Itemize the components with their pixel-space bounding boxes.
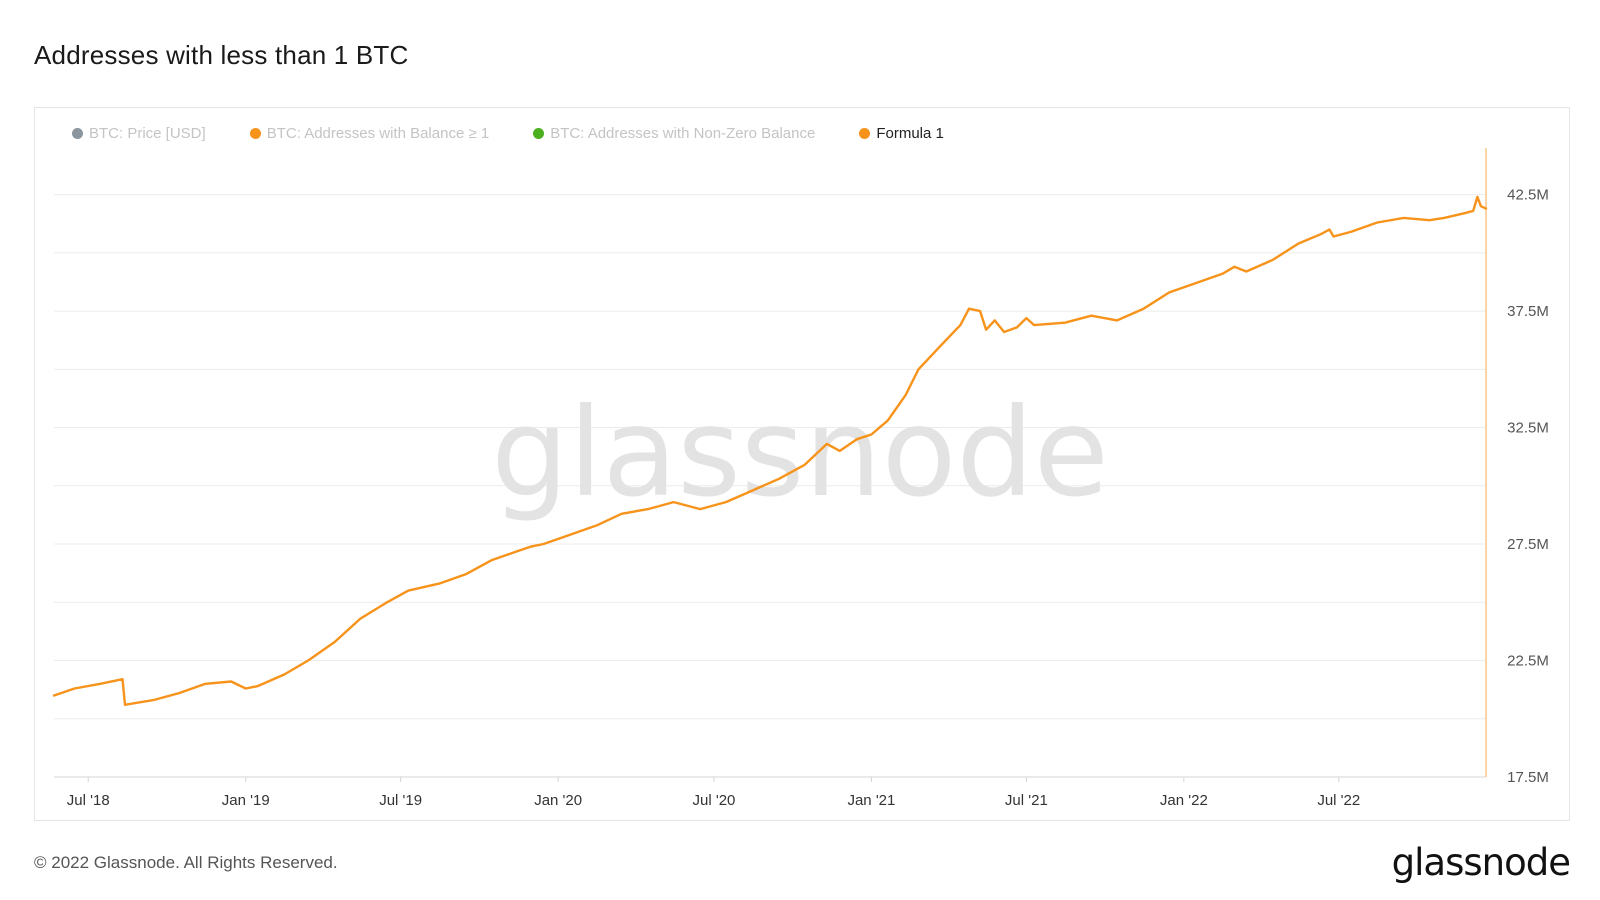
x-tick-label: Jan '19 [222, 792, 270, 809]
y-axis-ticks: 17.5M 22.5M 27.5M 32.5M 37.5M 42.5M [1507, 187, 1549, 786]
legend-item-formula-1[interactable]: Formula 1 [859, 125, 944, 142]
y-tick-label: 17.5M [1507, 769, 1549, 786]
x-tick-label: Jan '20 [534, 792, 582, 809]
y-tick-label: 22.5M [1507, 653, 1549, 670]
x-tick-label: Jan '21 [847, 792, 895, 809]
glassnode-logo: glassnode [1391, 841, 1571, 884]
x-tick-label: Jul '20 [692, 792, 735, 809]
legend-item-non-zero-balance[interactable]: BTC: Addresses with Non-Zero Balance [533, 125, 815, 142]
legend-dot-icon [72, 127, 83, 139]
legend-label: BTC: Addresses with Non-Zero Balance [550, 124, 816, 142]
legend-dot-icon [249, 127, 261, 139]
series-group [52, 195, 1488, 706]
legend-label: BTC: Addresses with Balance ≥ 1 [266, 124, 490, 142]
copyright-footer: © 2022 Glassnode. All Rights Reserved. [34, 853, 338, 872]
watermark: glassnode [491, 382, 1109, 524]
x-tick-label: Jul '21 [1005, 792, 1048, 809]
x-tick-label: Jul '18 [67, 792, 110, 809]
y-tick-label: 42.5M [1507, 187, 1549, 204]
y-tick-label: 37.5M [1507, 303, 1549, 320]
y-tick-label: 27.5M [1507, 536, 1549, 553]
chart-title: Addresses with less than 1 BTC [34, 40, 409, 70]
series-line-formula-1 [52, 195, 1488, 706]
legend-dot-icon [859, 127, 871, 139]
legend-item-balance-gte-1[interactable]: BTC: Addresses with Balance ≥ 1 [249, 124, 490, 142]
x-tick-label: Jan '22 [1160, 792, 1208, 809]
legend-label: BTC: Price [USD] [89, 124, 206, 142]
legend-label: Formula 1 [876, 124, 944, 142]
chart-legend: BTC: Price [USD] BTC: Addresses with Bal… [72, 122, 988, 144]
legend-item-price[interactable]: BTC: Price [USD] [72, 125, 206, 142]
chart-panel [34, 107, 1570, 821]
x-tick-label: Jul '19 [379, 792, 422, 809]
x-axis-ticks: Jul '18 Jan '19 Jul '19 Jan '20 Jul '20 Jan '… [67, 777, 1360, 809]
grid-lines [54, 194, 1486, 778]
x-tick-label: Jul '22 [1317, 792, 1360, 809]
legend-dot-icon [533, 127, 545, 139]
y-tick-label: 32.5M [1507, 420, 1549, 437]
